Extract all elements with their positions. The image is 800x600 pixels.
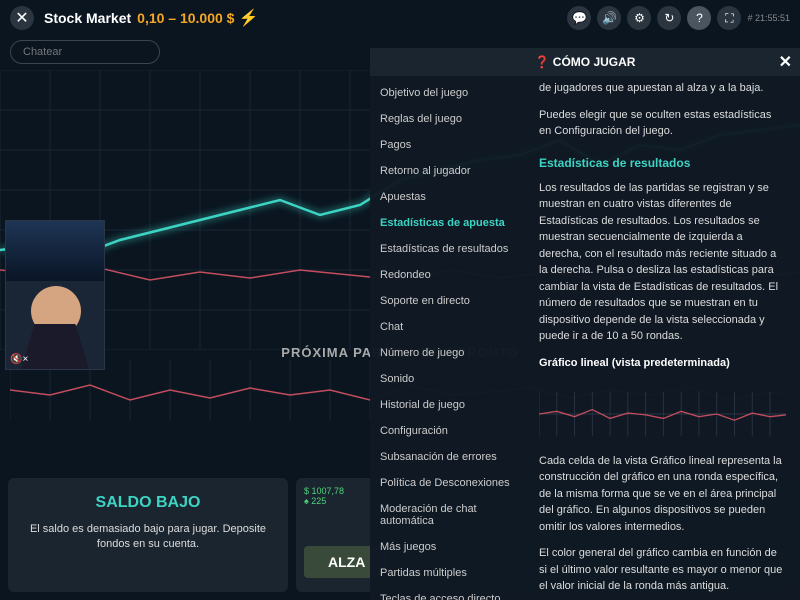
help-nav-item[interactable]: Redondeo <box>370 262 525 288</box>
fullscreen-icon[interactable]: ⛶ <box>717 6 741 30</box>
help-nav-item[interactable]: Soporte en directo <box>370 288 525 314</box>
help-nav-item[interactable]: Objetivo del juego <box>370 80 525 106</box>
help-intro2: Puedes elegir que se oculten estas estad… <box>539 107 786 140</box>
bet-range: 0,10 – 10.000 $ <box>137 10 234 26</box>
help-h2: Gráfico lineal (vista predeterminada) <box>539 357 730 369</box>
history-icon[interactable]: ↻ <box>657 6 681 30</box>
low-balance-message: El saldo es demasiado bajo para jugar. D… <box>24 522 272 553</box>
help-nav-item[interactable]: Estadísticas de resultados <box>370 236 525 262</box>
help-close-button[interactable]: ✕ <box>779 52 792 72</box>
chat-icon[interactable]: 💬 <box>567 6 591 30</box>
help-intro1: de jugadores que apuestan al alza y a la… <box>539 80 786 97</box>
settings-icon[interactable]: ⚙ <box>627 6 651 30</box>
help-nav-item[interactable]: Estadísticas de apuesta <box>370 210 525 236</box>
help-content[interactable]: de jugadores que apuestan al alza y a la… <box>525 48 800 600</box>
chat-input[interactable] <box>10 40 160 64</box>
help-nav-item[interactable]: Configuración <box>370 418 525 444</box>
sound-icon[interactable]: 🔊 <box>597 6 621 30</box>
help-p2: Cada celda de la vista Gráfico lineal re… <box>539 453 786 536</box>
help-nav-item[interactable]: Subsanación de errores <box>370 444 525 470</box>
low-balance-title: SALDO BAJO <box>24 494 272 512</box>
help-nav-item[interactable]: Teclas de acceso directo <box>370 586 525 600</box>
help-h1: Estadísticas de resultados <box>539 154 786 172</box>
help-mini-chart <box>539 389 786 439</box>
help-nav-item[interactable]: Retorno al jugador <box>370 158 525 184</box>
help-header: ❓ CÓMO JUGAR ✕ <box>370 48 800 76</box>
help-p3: El color general del gráfico cambia en f… <box>539 545 786 595</box>
help-nav-item[interactable]: Apuestas <box>370 184 525 210</box>
low-balance-panel: SALDO BAJO El saldo es demasiado bajo pa… <box>8 478 288 592</box>
help-p1: Los resultados de las partidas se regist… <box>539 180 786 345</box>
mute-icon[interactable]: 🔇× <box>10 354 28 365</box>
presenter-video: 🔇× <box>5 220 105 370</box>
help-nav-item[interactable]: Política de Desconexiones <box>370 470 525 496</box>
help-nav-item[interactable]: Número de juego <box>370 340 525 366</box>
help-nav-item[interactable]: Más juegos <box>370 534 525 560</box>
help-nav-item[interactable]: Reglas del juego <box>370 106 525 132</box>
help-nav-item[interactable]: Pagos <box>370 132 525 158</box>
timestamp: # 21:55:51 <box>747 13 790 23</box>
help-nav-item[interactable]: Historial de juego <box>370 392 525 418</box>
help-nav-item[interactable]: Chat <box>370 314 525 340</box>
lightning-icon: ⚡ <box>238 8 258 28</box>
game-title: Stock Market <box>44 10 131 26</box>
help-title: ❓ CÓMO JUGAR <box>535 55 636 69</box>
help-nav[interactable]: Objetivo del juegoReglas del juegoPagosR… <box>370 48 525 600</box>
help-icon[interactable]: ? <box>687 6 711 30</box>
help-nav-item[interactable]: Moderación de chat automática <box>370 496 525 534</box>
help-nav-item[interactable]: Sonido <box>370 366 525 392</box>
help-modal: ❓ CÓMO JUGAR ✕ Objetivo del juegoReglas … <box>370 48 800 600</box>
close-game-button[interactable]: ✕ <box>10 6 34 30</box>
help-nav-item[interactable]: Partidas múltiples <box>370 560 525 586</box>
